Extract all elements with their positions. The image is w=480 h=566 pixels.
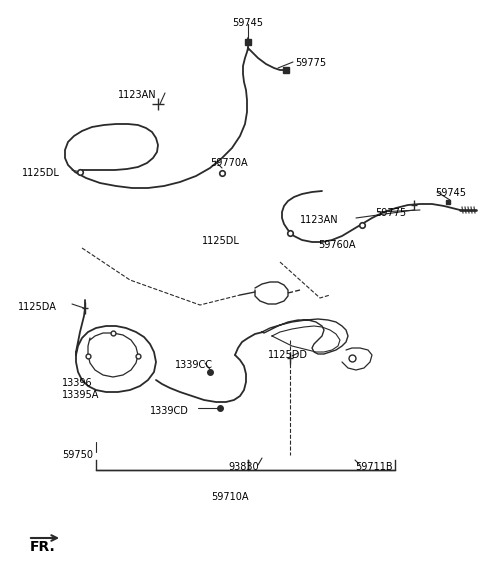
Text: 1123AN: 1123AN [118, 90, 156, 100]
Text: 59745: 59745 [232, 18, 264, 28]
Text: 59710A: 59710A [211, 492, 249, 502]
Text: 13396: 13396 [62, 378, 93, 388]
Text: FR.: FR. [30, 540, 56, 554]
Text: 93830: 93830 [228, 462, 259, 472]
Text: 1339CC: 1339CC [175, 360, 213, 370]
Text: 59750: 59750 [62, 450, 93, 460]
Text: 59760A: 59760A [318, 240, 356, 250]
Text: 1123AN: 1123AN [300, 215, 338, 225]
Text: 59711B: 59711B [355, 462, 393, 472]
Text: 59775: 59775 [375, 208, 406, 218]
Text: 1125DL: 1125DL [202, 236, 240, 246]
Text: 59775: 59775 [295, 58, 326, 68]
Text: 1125DL: 1125DL [22, 168, 60, 178]
Text: 1125DD: 1125DD [268, 350, 308, 360]
Text: 1339CD: 1339CD [150, 406, 189, 416]
Text: 59745: 59745 [435, 188, 466, 198]
Text: 1125DA: 1125DA [18, 302, 57, 312]
Text: 59770A: 59770A [210, 158, 248, 168]
Text: 13395A: 13395A [62, 390, 99, 400]
